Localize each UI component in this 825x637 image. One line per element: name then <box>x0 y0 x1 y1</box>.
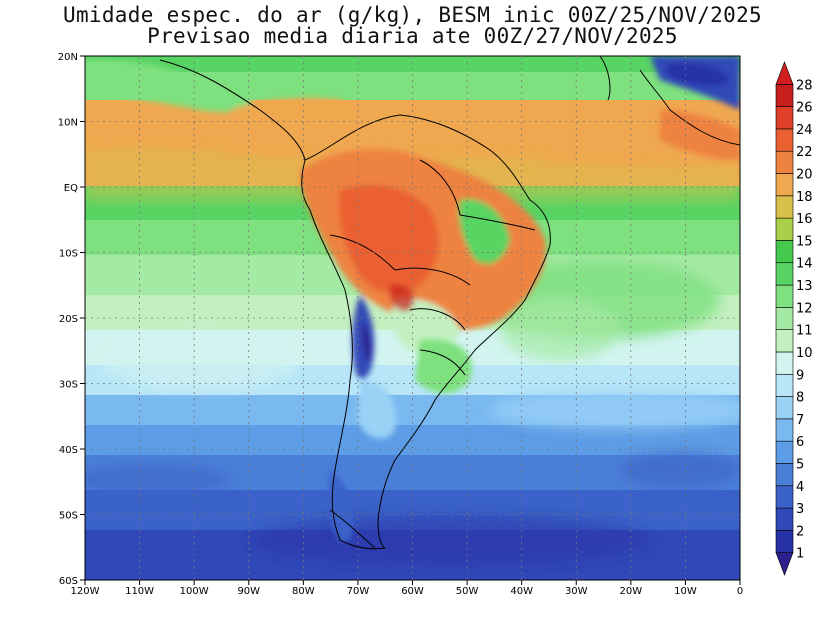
graticule <box>85 56 740 580</box>
colorbar-label: 1 <box>796 547 804 562</box>
lon-label: 20W <box>620 586 643 597</box>
lon-label: 60W <box>401 586 424 597</box>
lon-label: 40W <box>510 586 533 597</box>
colorbar-swatch <box>775 418 794 442</box>
lat-label: 30S <box>59 380 78 391</box>
colorbar-label: 14 <box>796 257 813 272</box>
lon-label: 120W <box>71 586 100 597</box>
colorbar-swatch <box>775 173 794 197</box>
colorbar-label: 6 <box>796 435 804 450</box>
coastlines <box>159 56 740 550</box>
colorbar-swatch <box>775 552 794 576</box>
colorbar-label: 10 <box>796 346 813 361</box>
colorbar-label: 26 <box>796 101 813 116</box>
colorbar-label: 4 <box>796 480 804 495</box>
colorbar-label: 8 <box>796 391 804 406</box>
colorbar-swatch <box>775 463 794 487</box>
colorbar-label: 22 <box>796 145 813 160</box>
colorbar-swatch <box>775 262 794 286</box>
colorbar-swatch <box>775 240 794 264</box>
colorbar-label: 15 <box>796 234 813 249</box>
lat-label: 20S <box>59 314 78 325</box>
colorbar-swatch <box>775 217 794 241</box>
colorbar-swatch <box>775 351 794 375</box>
longitude-labels: 120W 110W 100W 90W 80W 70W 60W 50W 40W 30W 20W 10W 0 <box>71 580 743 597</box>
colorbar-swatch <box>775 150 794 174</box>
map-title-line2: Previsao media diaria ate 00Z/27/NOV/202… <box>147 24 678 48</box>
lon-label: 110W <box>125 586 154 597</box>
colorbar-swatch <box>775 507 794 531</box>
lon-label: 10W <box>674 586 697 597</box>
lat-label: 40S <box>59 445 78 456</box>
colorbar-label: 16 <box>796 212 813 227</box>
colorbar-label: 18 <box>796 190 813 205</box>
colorbar-label: 28 <box>796 78 813 93</box>
colorbar-label: 11 <box>796 324 813 339</box>
lon-label: 100W <box>180 586 209 597</box>
colorbar-label: 3 <box>796 502 804 517</box>
lat-label: 60S <box>59 576 78 587</box>
colorbar-swatch <box>775 440 794 464</box>
lon-label: 30W <box>565 586 588 597</box>
lat-label: 20N <box>58 52 78 63</box>
colorbar-swatch <box>775 106 794 130</box>
colorbar-swatch <box>775 84 794 107</box>
colorbar-swatch <box>775 284 794 308</box>
colorbar-label: 2 <box>796 524 804 539</box>
lat-label: 50S <box>59 511 78 522</box>
lon-label: 80W <box>292 586 315 597</box>
lon-label: 70W <box>347 586 370 597</box>
latitude-labels: 20N 10N EQ 10S 20S 30S 40S 50S 60S <box>58 52 85 587</box>
colorbar-swatch <box>775 485 794 509</box>
colorbar-swatch <box>775 128 794 152</box>
colorbar-swatch <box>775 530 794 553</box>
lon-label: 50W <box>456 586 479 597</box>
lat-label: 10S <box>59 249 78 260</box>
colorbar-label: 5 <box>796 457 804 472</box>
lat-label: 10N <box>58 118 78 129</box>
colorbar-label: 24 <box>796 123 813 138</box>
colorbar-label: 7 <box>796 413 804 428</box>
lon-label: 90W <box>237 586 260 597</box>
colorbar-swatch <box>775 195 794 219</box>
colorbar-swatch <box>775 307 794 330</box>
colorbar-label: 12 <box>796 301 813 316</box>
colorbar-label: 20 <box>796 168 813 183</box>
colorbar-swatch <box>775 396 794 420</box>
map-title-line1: Umidade espec. do ar (g/kg), BESM inic 0… <box>63 3 762 27</box>
lon-label: 0 <box>737 586 743 597</box>
colorbar-label: 9 <box>796 368 804 383</box>
colorbar-swatch <box>775 329 794 353</box>
lat-label: EQ <box>64 183 78 194</box>
colorbar-swatch <box>775 373 794 397</box>
colorbar-swatch <box>775 61 794 85</box>
colorbar-label: 13 <box>796 279 813 294</box>
